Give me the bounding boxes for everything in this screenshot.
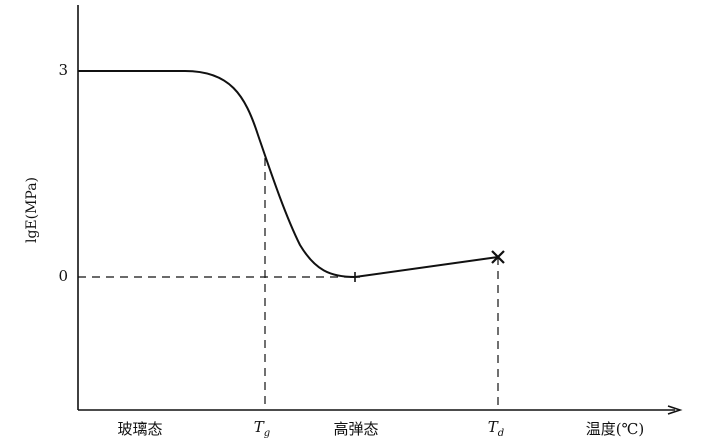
marker-label: Td [488,418,504,439]
marker-main: T [488,418,499,436]
region-label: 玻璃态 [117,420,162,438]
marker-label: Tg [254,418,270,439]
end-marker [491,250,505,264]
x-axis-label: 温度(℃) [586,420,644,438]
marker-sub: g [264,428,270,439]
marker-main: T [254,418,265,436]
marker-sub: d [498,428,504,439]
x-axis-arrow [667,405,683,415]
modulus-curve [78,70,499,279]
y-tick-label: 0 [58,267,68,285]
region-label: 高弹态 [333,420,378,438]
y-tick-label: 3 [58,61,68,79]
point-marker [350,272,360,282]
y-axis-label: lgE(MPa) [24,177,40,243]
